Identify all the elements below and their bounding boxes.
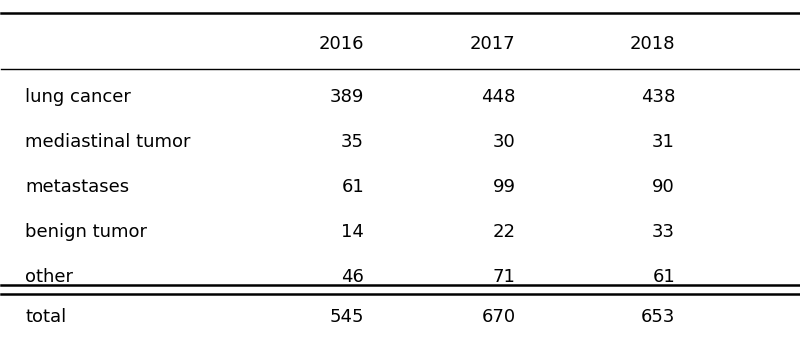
- Text: 61: 61: [342, 178, 364, 196]
- Text: lung cancer: lung cancer: [26, 88, 131, 106]
- Text: 33: 33: [652, 223, 675, 241]
- Text: 2018: 2018: [630, 35, 675, 53]
- Text: 22: 22: [493, 223, 515, 241]
- Text: 2017: 2017: [470, 35, 515, 53]
- Text: other: other: [26, 268, 74, 286]
- Text: 35: 35: [341, 133, 364, 151]
- Text: mediastinal tumor: mediastinal tumor: [26, 133, 191, 151]
- Text: 389: 389: [330, 88, 364, 106]
- Text: 46: 46: [342, 268, 364, 286]
- Text: 448: 448: [482, 88, 515, 106]
- Text: total: total: [26, 308, 66, 326]
- Text: 653: 653: [641, 308, 675, 326]
- Text: 90: 90: [652, 178, 675, 196]
- Text: 31: 31: [652, 133, 675, 151]
- Text: 2016: 2016: [318, 35, 364, 53]
- Text: 99: 99: [493, 178, 515, 196]
- Text: 14: 14: [342, 223, 364, 241]
- Text: 30: 30: [493, 133, 515, 151]
- Text: benign tumor: benign tumor: [26, 223, 147, 241]
- Text: 61: 61: [652, 268, 675, 286]
- Text: 438: 438: [641, 88, 675, 106]
- Text: 545: 545: [330, 308, 364, 326]
- Text: metastases: metastases: [26, 178, 130, 196]
- Text: 71: 71: [493, 268, 515, 286]
- Text: 670: 670: [482, 308, 515, 326]
